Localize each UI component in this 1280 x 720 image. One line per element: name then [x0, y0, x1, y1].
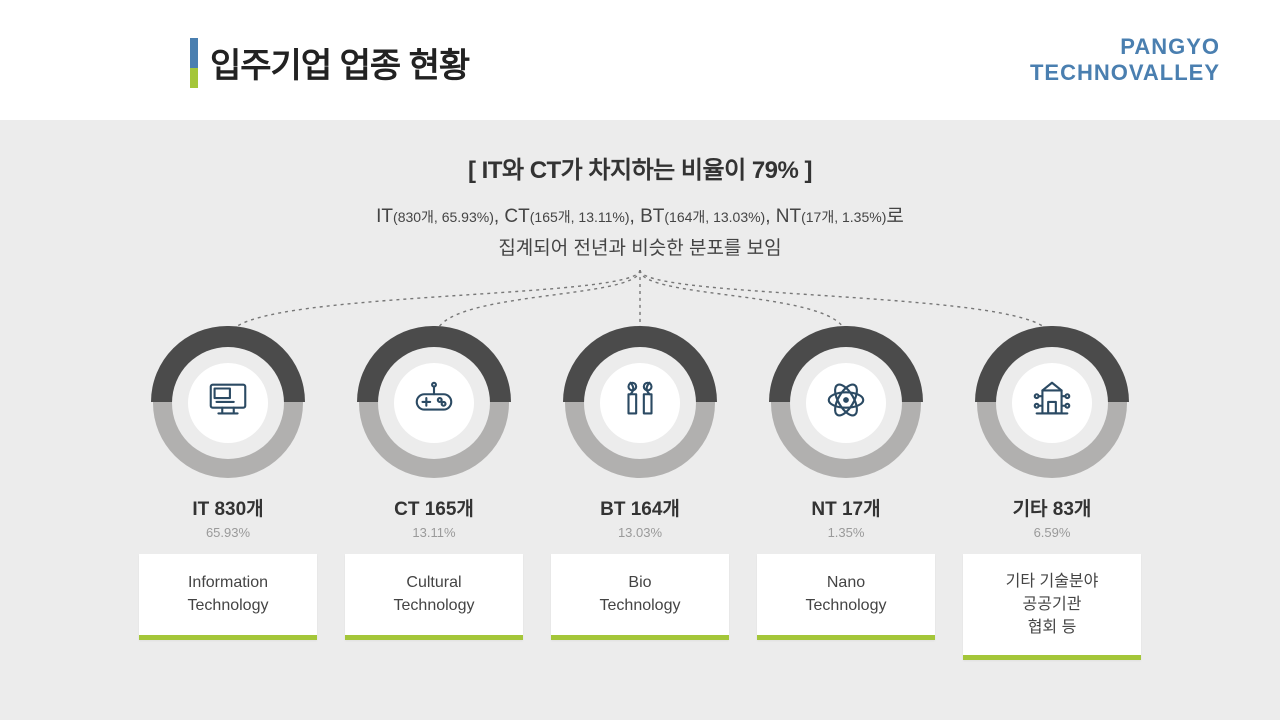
summary-text: IT(830개, 65.93%), CT(165개, 13.11%), BT(1…: [90, 201, 1190, 266]
category-card: 기타 83개 6.59% 기타 기술분야 공공기관 협회 등: [963, 328, 1141, 661]
ring-inner: [790, 347, 902, 459]
category-desc: 기타 기술분야 공공기관 협회 등: [963, 554, 1141, 661]
category-pct: 13.03%: [551, 525, 729, 540]
subtitle: [ IT와 CT가 차지하는 비율이 79% ]: [90, 150, 1190, 185]
category-card: IT 830개 65.93% Information Technology: [139, 328, 317, 661]
gamepad-icon: [411, 377, 457, 428]
category-pct: 6.59%: [963, 525, 1141, 540]
category-stat: IT 830개: [139, 494, 317, 521]
ring-inner: [584, 347, 696, 459]
category-row: IT 830개 65.93% Information Technology CT…: [90, 328, 1190, 661]
ring-core: [394, 363, 474, 443]
category-stat: 기타 83개: [963, 494, 1141, 521]
header: 입주기업 업종 현황 PANGYO TECHNOVALLEY: [0, 0, 1280, 120]
category-stat: CT 165개: [345, 494, 523, 521]
ring-outer: [771, 328, 921, 478]
page-title: 입주기업 업종 현황: [210, 38, 469, 87]
title-accent-bar: [190, 38, 198, 88]
ring-outer: [565, 328, 715, 478]
category-stat: BT 164개: [551, 494, 729, 521]
category-card: CT 165개 13.11% Cultural Technology: [345, 328, 523, 661]
category-desc: Information Technology: [139, 554, 317, 640]
category-card: NT 17개 1.35% Nano Technology: [757, 328, 935, 661]
category-desc: Cultural Technology: [345, 554, 523, 640]
ring-core: [188, 363, 268, 443]
building-icon: [1029, 377, 1075, 428]
brand-logo: PANGYO TECHNOVALLEY: [1030, 34, 1220, 86]
atom-icon: [823, 377, 869, 428]
category-card: BT 164개 13.03% Bio Technology: [551, 328, 729, 661]
ring-inner: [378, 347, 490, 459]
ring-outer: [977, 328, 1127, 478]
category-pct: 65.93%: [139, 525, 317, 540]
category-stat: NT 17개: [757, 494, 935, 521]
bio-icon: [617, 377, 663, 428]
monitor-icon: [205, 377, 251, 428]
ring-inner: [996, 347, 1108, 459]
category-desc: Nano Technology: [757, 554, 935, 640]
ring-outer: [359, 328, 509, 478]
content-area: [ IT와 CT가 차지하는 비율이 79% ] IT(830개, 65.93%…: [0, 120, 1280, 720]
ring-core: [1012, 363, 1092, 443]
category-desc: Bio Technology: [551, 554, 729, 640]
category-pct: 13.11%: [345, 525, 523, 540]
ring-core: [806, 363, 886, 443]
category-pct: 1.35%: [757, 525, 935, 540]
ring-outer: [153, 328, 303, 478]
brand-line1: PANGYO: [1030, 34, 1220, 60]
ring-core: [600, 363, 680, 443]
ring-inner: [172, 347, 284, 459]
brand-line2: TECHNOVALLEY: [1030, 60, 1220, 86]
